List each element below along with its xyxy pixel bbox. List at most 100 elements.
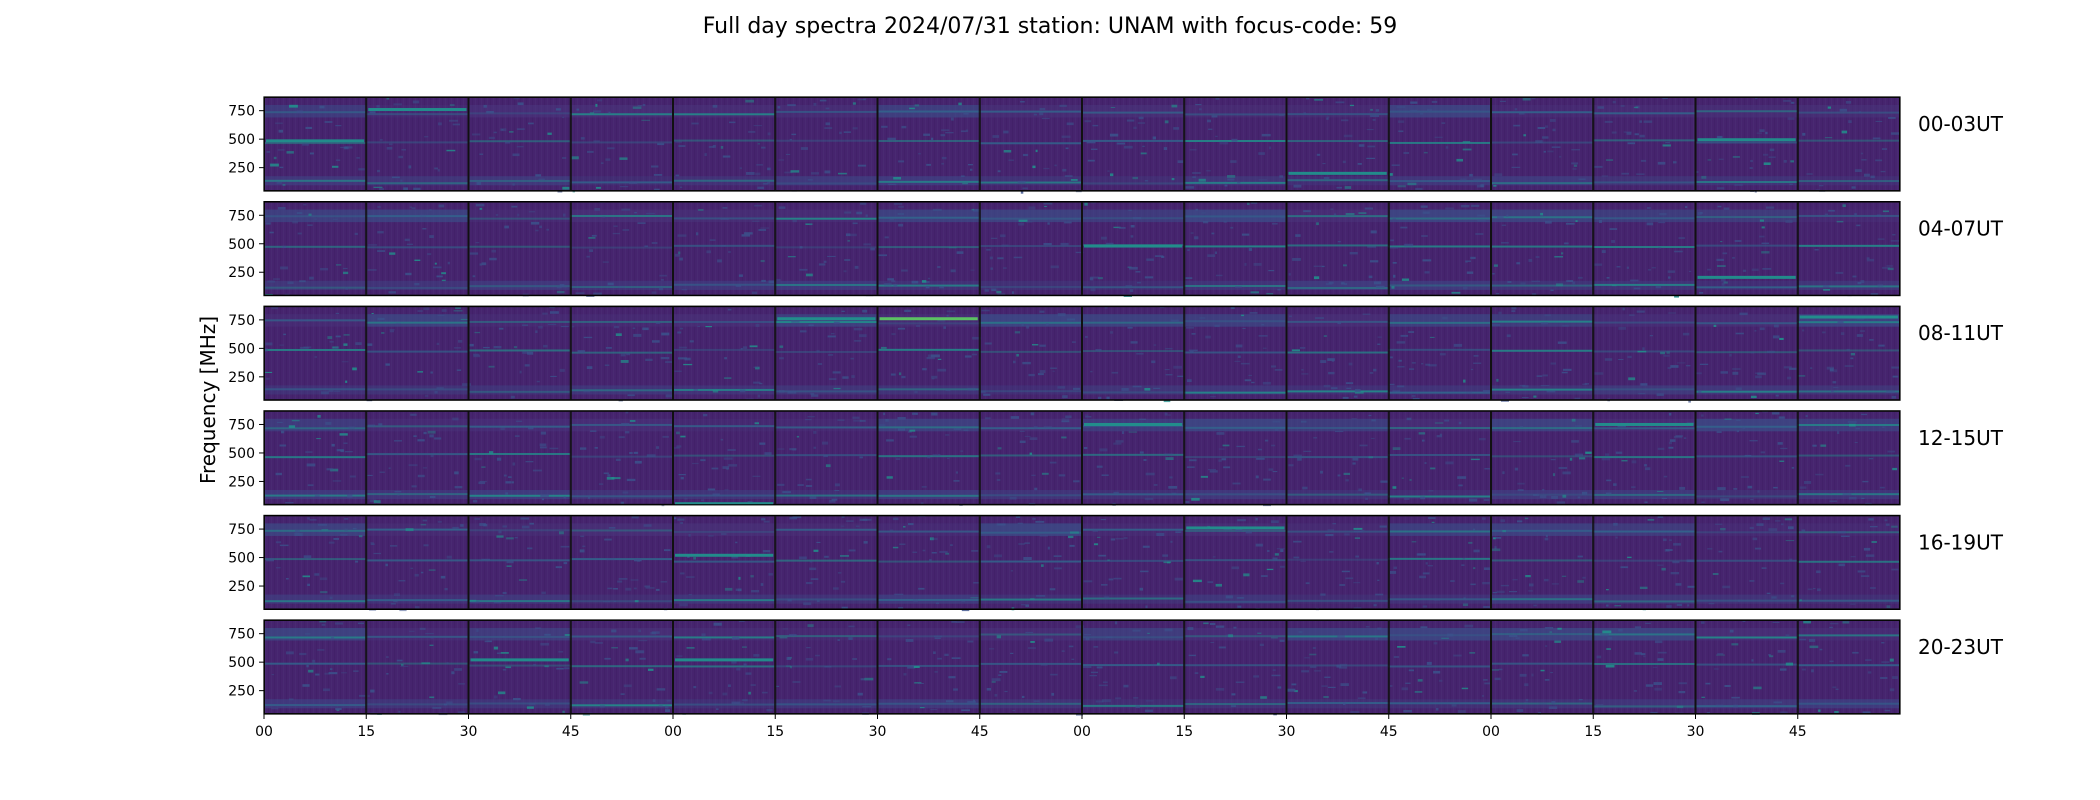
noise-speck (1700, 212, 1703, 214)
upper-band (1184, 104, 1287, 118)
noise-speck (1066, 318, 1075, 321)
noise-speck (1678, 682, 1687, 685)
noise-speck (933, 651, 936, 654)
noise-speck (634, 559, 642, 562)
noise-speck (1195, 208, 1199, 211)
noise-speck (1701, 696, 1705, 698)
noise-speck (680, 521, 683, 525)
noise-speck (955, 621, 965, 623)
noise-speck (1471, 204, 1480, 207)
noise-speck (651, 242, 658, 244)
noise-speck (314, 356, 317, 358)
noise-speck (356, 157, 360, 159)
noise-speck (336, 159, 341, 161)
noise-speck (892, 517, 899, 521)
noise-speck (302, 143, 309, 146)
noise-speck (476, 182, 481, 185)
noise-speck (1759, 235, 1765, 238)
x-tick-label: 30 (460, 724, 478, 740)
emission-line (979, 285, 1082, 288)
x-tick-label: 45 (562, 724, 580, 740)
noise-speck (853, 419, 862, 422)
noise-speck (1177, 375, 1184, 377)
noise-speck (1164, 120, 1169, 124)
noise-speck (1110, 538, 1116, 541)
noise-speck (1506, 334, 1511, 338)
noise-speck (843, 270, 847, 273)
noise-speck (1371, 419, 1376, 422)
noise-speck (279, 344, 285, 346)
noise-speck (1571, 149, 1580, 151)
noise-speck (887, 658, 892, 661)
noise-speck (1606, 159, 1614, 161)
noise-speck (1775, 394, 1779, 397)
noise-speck (1638, 393, 1646, 395)
x-tick-label: 30 (1687, 724, 1705, 740)
noise-speck (1293, 184, 1302, 188)
noise-speck (805, 478, 812, 481)
noise-speck (1835, 271, 1844, 274)
noise-speck (1214, 324, 1220, 328)
noise-speck (1207, 119, 1211, 123)
noise-speck (1303, 450, 1312, 452)
noise-speck (981, 309, 990, 312)
noise-speck (1516, 262, 1521, 265)
noise-speck (722, 466, 729, 469)
noise-speck (1594, 263, 1603, 266)
noise-speck (1266, 568, 1274, 571)
noise-speck (483, 346, 490, 349)
noise-speck (1092, 124, 1099, 127)
noise-speck (996, 635, 1001, 639)
emission-line (1388, 634, 1491, 637)
emission-line (1082, 528, 1185, 531)
noise-speck (1531, 97, 1536, 100)
noise-speck (833, 387, 841, 390)
noise-speck (1114, 651, 1119, 654)
noise-speck (1421, 235, 1428, 237)
noise-speck (414, 283, 420, 286)
noise-speck (989, 256, 993, 260)
noise-speck (1405, 682, 1411, 684)
noise-speck (848, 625, 855, 628)
noise-speck (281, 430, 285, 434)
noise-speck (675, 174, 680, 177)
noise-speck (1370, 114, 1379, 117)
emission-line (877, 530, 980, 533)
noise-speck (474, 518, 480, 520)
noise-speck (813, 102, 817, 106)
noise-speck (1066, 122, 1074, 126)
noise-speck (319, 105, 325, 109)
noise-speck (684, 357, 691, 361)
noise-speck (1231, 693, 1236, 696)
noise-speck (481, 466, 486, 468)
noise-speck (732, 637, 740, 640)
emission-line (366, 493, 469, 496)
noise-speck (390, 545, 398, 547)
noise-speck (1368, 275, 1373, 279)
noise-speck (1221, 458, 1227, 461)
noise-speck (505, 666, 511, 669)
noise-speck (1644, 501, 1648, 503)
noise-speck (1862, 711, 1871, 714)
noise-speck (1433, 670, 1441, 674)
lower-band (570, 699, 673, 709)
noise-speck (340, 534, 348, 536)
noise-speck (452, 123, 460, 126)
noise-speck (504, 225, 509, 229)
emission-line (468, 559, 571, 562)
noise-speck (296, 110, 303, 114)
noise-speck (1113, 442, 1122, 445)
noise-speck (505, 492, 509, 495)
emission-line (570, 181, 673, 184)
noise-speck (1723, 207, 1730, 210)
noise-speck (1298, 631, 1303, 634)
noise-speck (1813, 588, 1816, 590)
lower-band (673, 594, 776, 604)
emission-line (877, 139, 980, 142)
noise-speck (1227, 178, 1235, 181)
noise-speck (1483, 499, 1490, 501)
noise-speck (1761, 251, 1770, 254)
noise-speck (659, 274, 667, 277)
noise-speck (799, 246, 803, 249)
noise-speck (1606, 604, 1609, 607)
